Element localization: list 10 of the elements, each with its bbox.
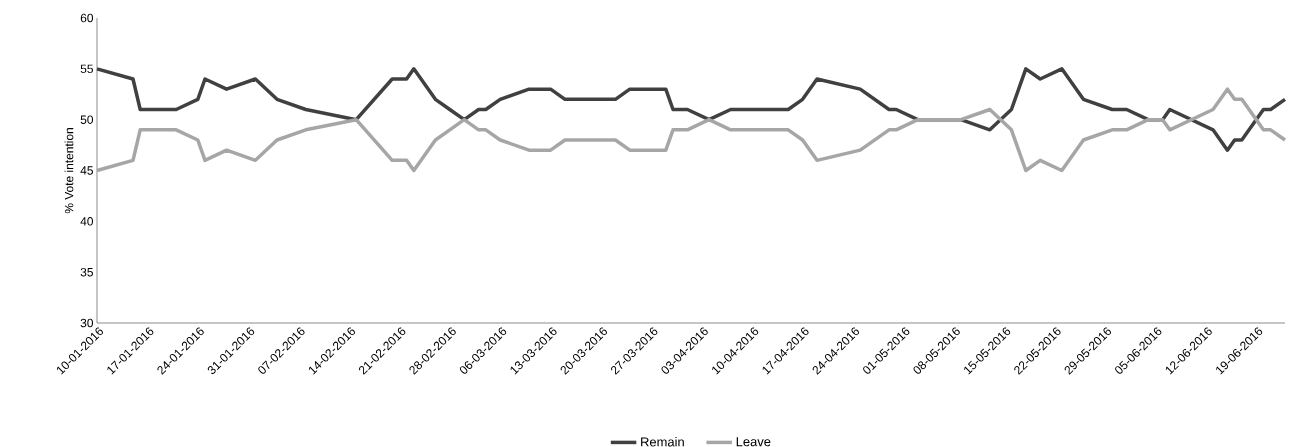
y-tick-label: 40 xyxy=(80,217,94,226)
y-tick-label: 60 xyxy=(80,13,94,23)
y-tick-label: 35 xyxy=(80,267,93,277)
y-tick-label: 30 xyxy=(80,318,94,328)
y-tick-label: 45 xyxy=(80,166,93,175)
legend-label: Leave xyxy=(736,437,771,447)
y-tick-label: 50 xyxy=(80,115,94,124)
y-axis-title: % Vote intention xyxy=(64,128,74,214)
y-tick-label: 55 xyxy=(80,64,93,73)
legend-label: Remain xyxy=(641,436,684,447)
